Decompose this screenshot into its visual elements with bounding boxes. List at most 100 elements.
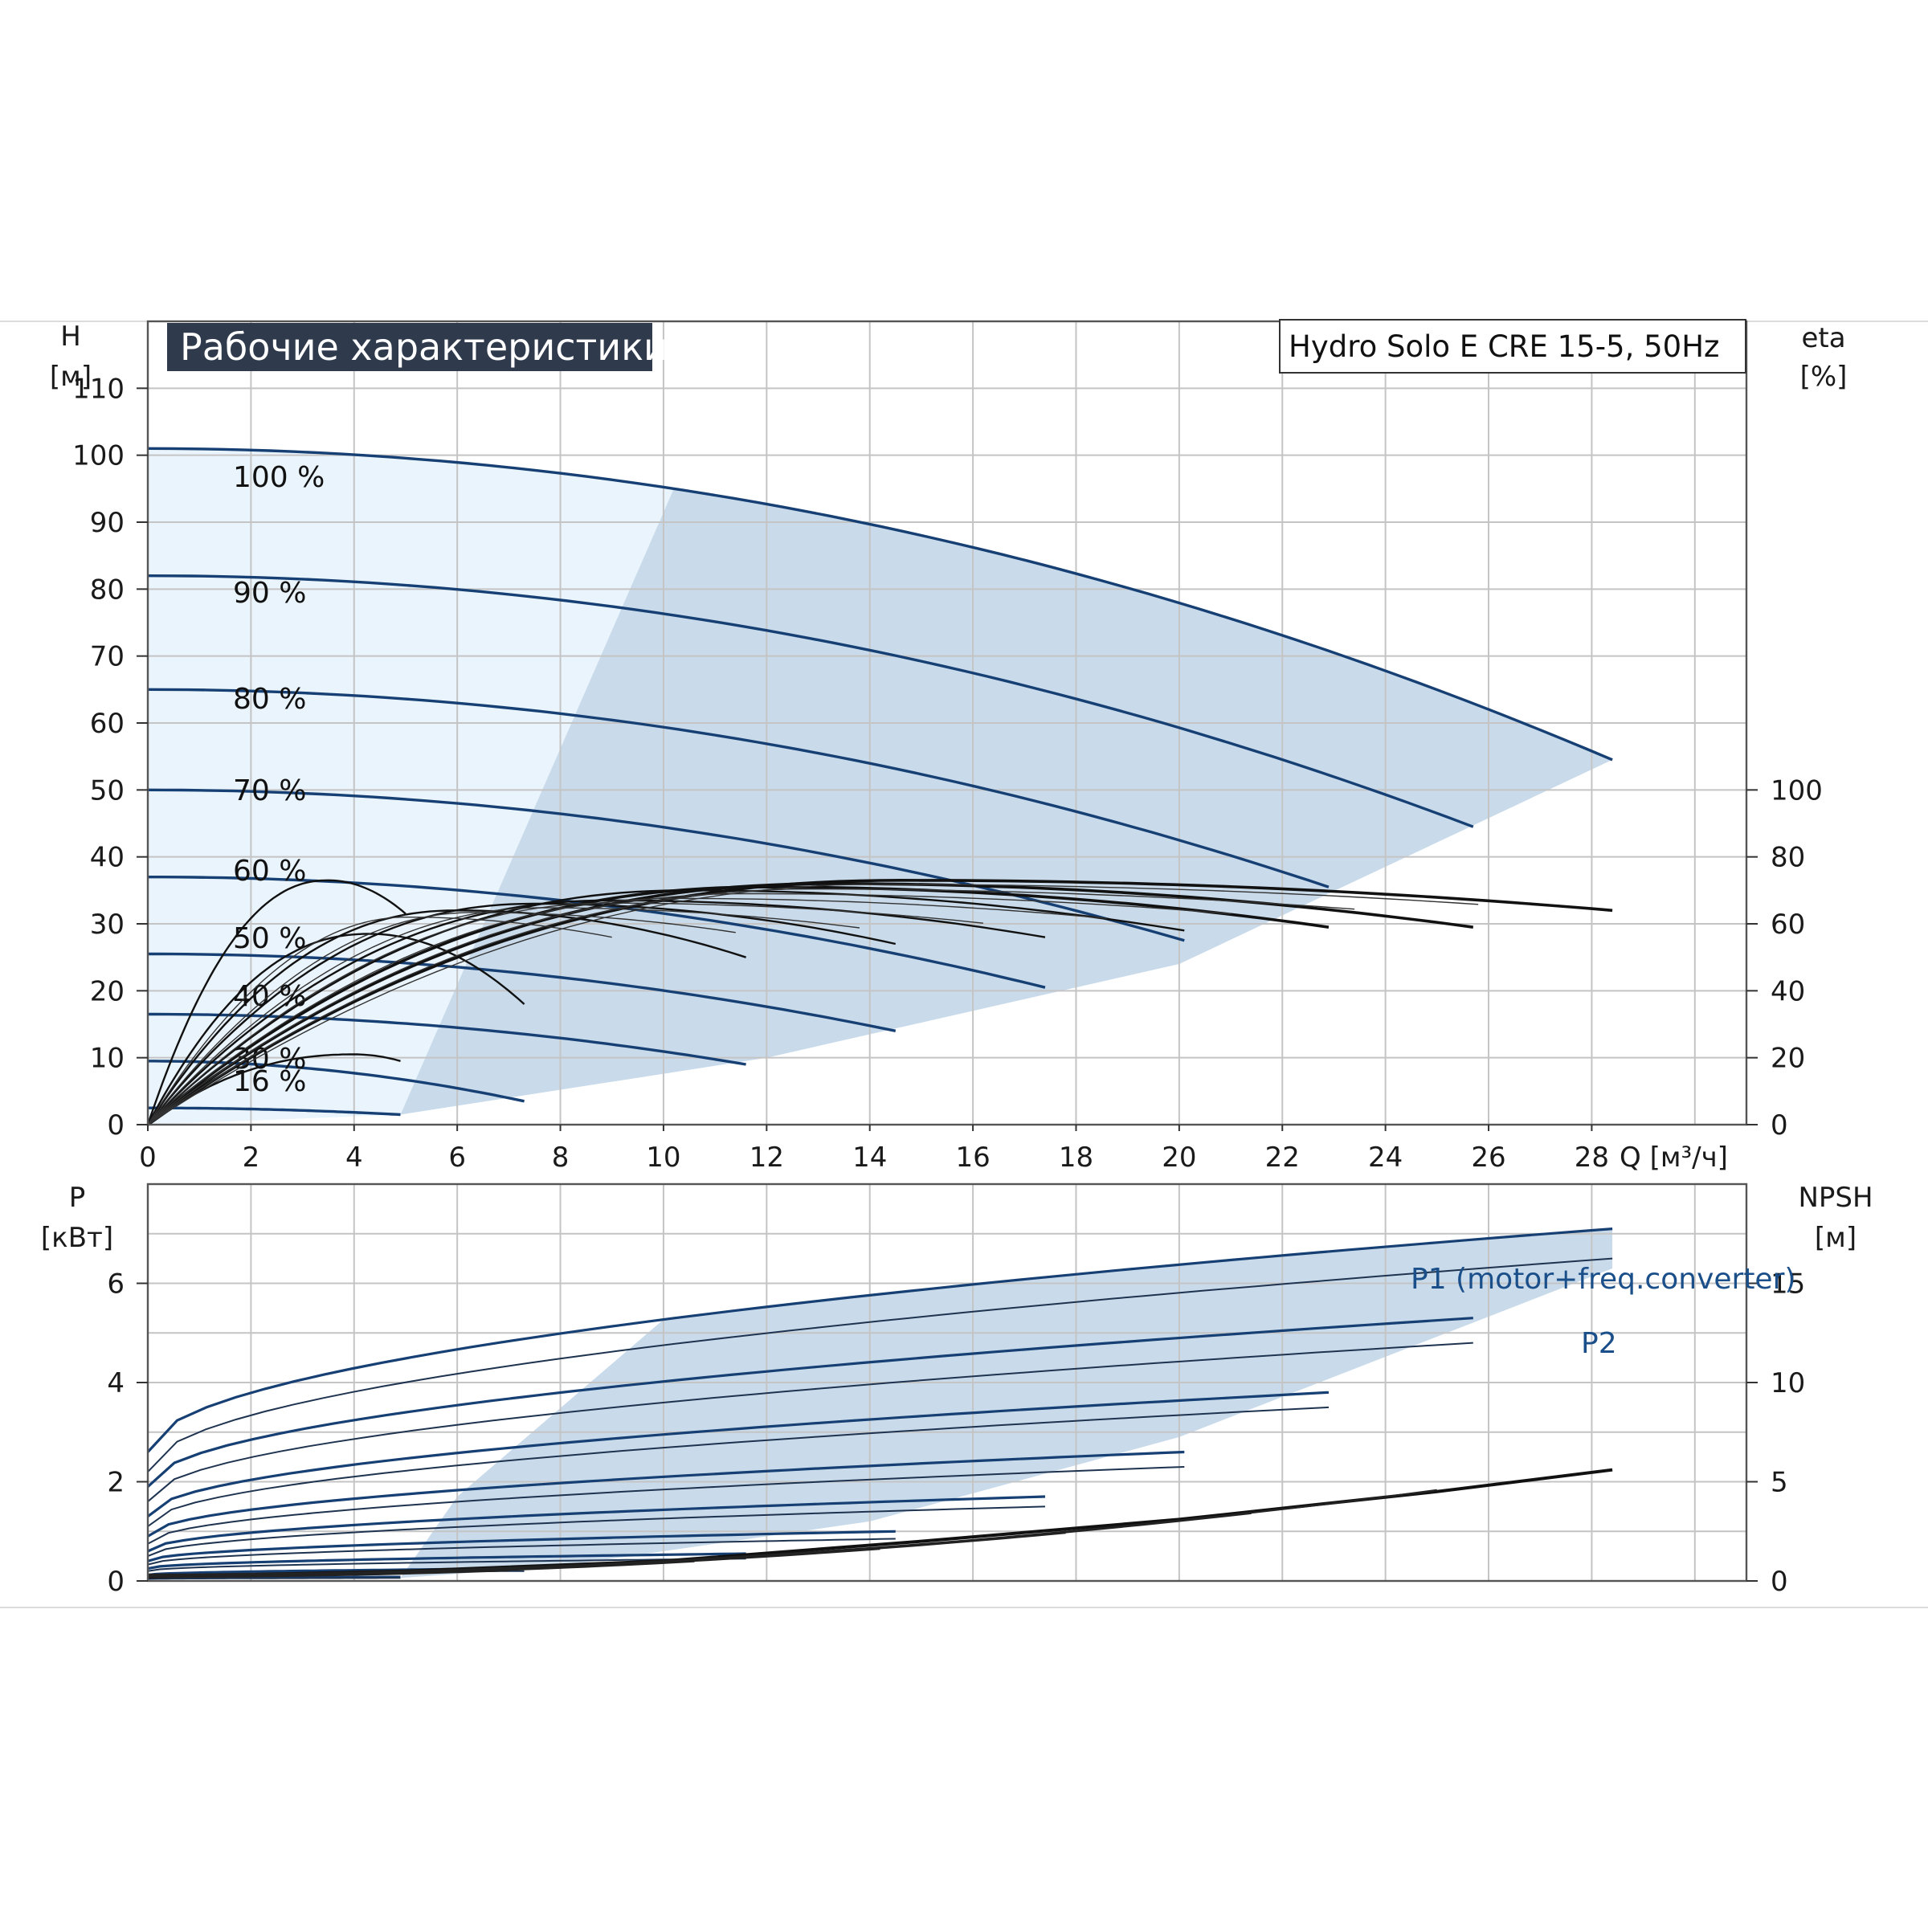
p2-curve-70 xyxy=(147,1466,1185,1545)
head-curve-80-percent xyxy=(147,688,1330,888)
x-tick-label: 18 xyxy=(1059,1142,1093,1174)
efficiency-curve xyxy=(147,899,1046,1125)
npsh-axis-symbol: NPSH xyxy=(1798,1182,1873,1214)
p2-curve-16 xyxy=(147,1577,401,1580)
power-range-area xyxy=(400,1228,1613,1579)
x-tick-label: 8 xyxy=(552,1142,570,1174)
speed-label-70: 70 % xyxy=(233,774,306,807)
x-tick-label: 22 xyxy=(1265,1142,1300,1174)
p2-curve-40 xyxy=(147,1558,746,1572)
efficiency-fan-curve xyxy=(147,884,1479,1125)
x-tick-label: 6 xyxy=(448,1142,466,1174)
power-curves xyxy=(146,1227,1613,1580)
x-tick-label: 12 xyxy=(750,1142,784,1174)
x-tick-label: 24 xyxy=(1368,1142,1403,1174)
efficiency-curve xyxy=(146,933,525,1125)
eta-tick-label: 60 xyxy=(1771,909,1805,941)
eta-tick-label: 0 xyxy=(1771,1109,1788,1142)
speed-label-90: 90 % xyxy=(233,577,306,610)
p1-curve-60 xyxy=(147,1495,1046,1553)
x-tick-label: 26 xyxy=(1471,1142,1505,1174)
head-tick-label: 40 xyxy=(90,842,125,874)
head-tick-label: 110 xyxy=(72,373,125,405)
p1-curve-70 xyxy=(147,1450,1185,1538)
power-range-fill xyxy=(400,1228,1613,1579)
efficiency-curve xyxy=(147,889,1185,1125)
npsh-tick-label: 5 xyxy=(1771,1467,1788,1499)
eta-tick-label: 100 xyxy=(1771,774,1823,807)
p1-curve-50 xyxy=(147,1530,896,1562)
efficiency-curve xyxy=(146,885,1330,1126)
power-axis-symbol: P xyxy=(69,1182,86,1214)
head-tick-label: 50 xyxy=(90,774,125,807)
efficiency-curve xyxy=(147,1053,401,1125)
efficiency-fan-curve xyxy=(147,892,1232,1125)
power-tick-label: 6 xyxy=(107,1268,125,1301)
bottom-axes: 0 2 4 6 0 5 10 15 xyxy=(107,1182,1805,1598)
head-tick-label: 80 xyxy=(90,574,125,606)
efficiency-curve xyxy=(146,879,406,1125)
power-axis-unit: [кВт] xyxy=(41,1222,113,1254)
speed-label-60: 60 % xyxy=(233,855,306,888)
head-curve-100-percent xyxy=(147,447,1613,762)
speed-label-100: 100 % xyxy=(233,461,325,494)
speed-label-80: 80 % xyxy=(233,683,306,716)
p2-curve-90 xyxy=(147,1342,1473,1502)
x-tick-label: 10 xyxy=(646,1142,680,1174)
head-tick-label: 90 xyxy=(90,507,125,539)
efficiency-fan-curve xyxy=(147,888,1355,1125)
head-tick-label: 30 xyxy=(90,909,125,941)
npsh-speed-curve xyxy=(147,1489,1437,1576)
head-tick-label: 60 xyxy=(90,708,125,740)
chart-labels: Рабочие характеристики Hydro Solo E CRE … xyxy=(41,319,1873,1360)
x-tick-label: 20 xyxy=(1162,1142,1196,1174)
head-axis-symbol: H xyxy=(60,321,81,353)
x-tick-label: 16 xyxy=(955,1142,990,1174)
power-tick-label: 2 xyxy=(107,1467,125,1499)
head-tick-label: 100 xyxy=(72,440,125,472)
p2-curve-100 xyxy=(147,1257,1613,1472)
p2-curve-80 xyxy=(147,1406,1330,1527)
efficiency-curve xyxy=(147,902,897,1125)
p1-curve-40 xyxy=(147,1552,746,1571)
model-box xyxy=(1279,319,1746,374)
model-label: Hydro Solo E CRE 15-5, 50Hz xyxy=(1289,329,1719,364)
eta-tick-label: 20 xyxy=(1771,1043,1805,1075)
head-tick-label: 70 xyxy=(90,641,125,673)
x-tick-label: 28 xyxy=(1575,1142,1609,1174)
head-tick-label: 20 xyxy=(90,975,125,1007)
efficiency-fan-curve xyxy=(147,907,860,1125)
x-tick-label: 0 xyxy=(139,1142,157,1174)
p2-curve-60 xyxy=(147,1505,1046,1558)
efficiency-fan-curve xyxy=(147,902,983,1125)
x-tick-label: 4 xyxy=(345,1142,363,1174)
npsh-tick-label: 0 xyxy=(1771,1566,1788,1598)
efficiency-curve xyxy=(146,878,1613,1126)
efficiency-fan-curve xyxy=(147,897,1108,1125)
eta-axis-unit: [%] xyxy=(1800,361,1848,393)
head-curve-16-percent xyxy=(148,1106,401,1117)
p1-curve-80 xyxy=(147,1391,1330,1517)
eta-tick-label: 40 xyxy=(1771,975,1805,1007)
title-badge xyxy=(167,323,652,371)
p1-curve-100 xyxy=(146,1227,1613,1453)
efficiency-curves xyxy=(146,878,1613,1126)
head-tick-label: 0 xyxy=(107,1109,125,1142)
efficiency-fan-curve xyxy=(147,912,736,1125)
efficiency-curve xyxy=(147,909,746,1125)
efficiency-fan-curve xyxy=(147,917,612,1125)
npsh-axis-unit: [м] xyxy=(1815,1222,1857,1254)
x-tick-label: 2 xyxy=(243,1142,260,1174)
power-tick-label: 4 xyxy=(107,1367,125,1399)
speed-label-16: 16 % xyxy=(233,1065,306,1098)
p2-curve-50 xyxy=(147,1538,896,1566)
top-axes: 0 2 4 6 8 10 12 14 16 18 20 22 24 26 28010203040506070… xyxy=(72,320,1823,1174)
head-axis-unit: [м] xyxy=(50,361,92,393)
flow-axis-label: Q [м³/ч] xyxy=(1620,1142,1728,1174)
head-tick-label: 10 xyxy=(90,1043,125,1075)
power-tick-label: 0 xyxy=(107,1566,125,1598)
power-npsh-panel: 0 2 4 6 0 5 10 15 xyxy=(107,1182,1805,1598)
